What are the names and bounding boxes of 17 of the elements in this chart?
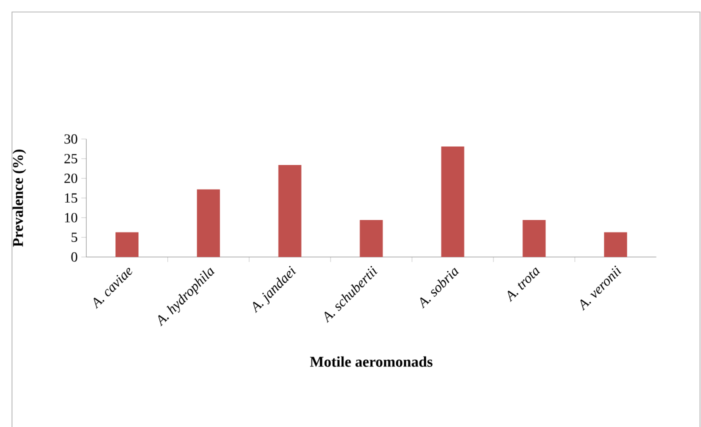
y-tick-label: 20 xyxy=(64,174,78,184)
y-axis-title: Prevalence (%) xyxy=(12,150,26,247)
y-tick-label: 5 xyxy=(72,232,78,242)
bar xyxy=(441,146,464,257)
bar xyxy=(278,164,302,257)
bar xyxy=(196,189,220,257)
x-tick-label: A. trota xyxy=(508,267,540,302)
y-tick-label: 15 xyxy=(65,193,78,203)
x-axis-title: Motile aeromonads xyxy=(310,356,432,367)
y-tick-label: 0 xyxy=(71,252,78,262)
y-tick-label: 10 xyxy=(65,212,78,222)
bar xyxy=(116,232,138,257)
y-tick-label: 25 xyxy=(64,154,78,164)
bar xyxy=(360,220,383,257)
y-tick-label: 30 xyxy=(64,134,78,144)
bar xyxy=(522,220,546,257)
bar xyxy=(604,232,628,257)
